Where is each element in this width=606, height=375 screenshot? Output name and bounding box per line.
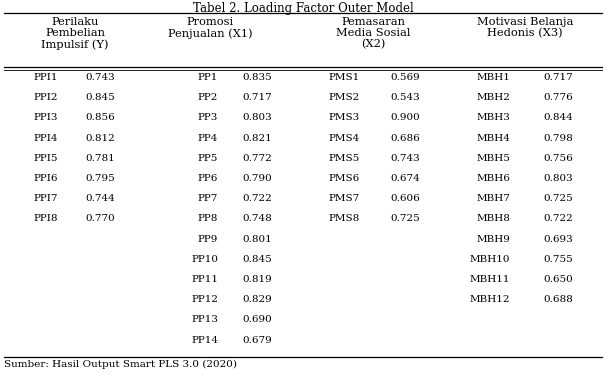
Text: PMS1: PMS1 [328,73,360,82]
Text: PMS8: PMS8 [328,214,360,223]
Text: 0.900: 0.900 [390,113,420,122]
Text: PP14: PP14 [191,336,218,345]
Text: PP12: PP12 [191,295,218,304]
Text: Hedonis (X3): Hedonis (X3) [487,28,563,38]
Text: 0.748: 0.748 [242,214,272,223]
Text: 0.772: 0.772 [242,154,272,163]
Text: MBH1: MBH1 [476,73,510,82]
Text: 0.803: 0.803 [543,174,573,183]
Text: 0.798: 0.798 [543,134,573,142]
Text: Pemasaran: Pemasaran [341,17,405,27]
Text: 0.795: 0.795 [85,174,115,183]
Text: Sumber: Hasil Output Smart PLS 3.0 (2020): Sumber: Hasil Output Smart PLS 3.0 (2020… [4,360,237,369]
Text: PP3: PP3 [198,113,218,122]
Text: 0.650: 0.650 [543,275,573,284]
Text: 0.606: 0.606 [390,194,420,203]
Text: 0.717: 0.717 [242,93,272,102]
Text: PP11: PP11 [191,275,218,284]
Text: PP4: PP4 [198,134,218,142]
Text: PMS6: PMS6 [328,174,360,183]
Text: MBH12: MBH12 [470,295,510,304]
Text: 0.781: 0.781 [85,154,115,163]
Text: 0.856: 0.856 [85,113,115,122]
Text: MBH2: MBH2 [476,93,510,102]
Text: Impulsif (Y): Impulsif (Y) [41,39,108,50]
Text: PP6: PP6 [198,174,218,183]
Text: PMS5: PMS5 [328,154,360,163]
Text: 0.686: 0.686 [390,134,420,142]
Text: PPI6: PPI6 [33,174,58,183]
Text: PPI3: PPI3 [33,113,58,122]
Text: 0.812: 0.812 [85,134,115,142]
Text: 0.569: 0.569 [390,73,420,82]
Text: 0.845: 0.845 [242,255,272,264]
Text: Media Sosial: Media Sosial [336,28,410,38]
Text: MBH9: MBH9 [476,235,510,244]
Text: Pembelian: Pembelian [45,28,105,38]
Text: PP9: PP9 [198,235,218,244]
Text: 0.835: 0.835 [242,73,272,82]
Text: 0.743: 0.743 [85,73,115,82]
Text: PP1: PP1 [198,73,218,82]
Text: 0.543: 0.543 [390,93,420,102]
Text: 0.844: 0.844 [543,113,573,122]
Text: 0.845: 0.845 [85,93,115,102]
Text: PMS3: PMS3 [328,113,360,122]
Text: PP8: PP8 [198,214,218,223]
Text: 0.690: 0.690 [242,315,272,324]
Text: MBH6: MBH6 [476,174,510,183]
Text: MBH7: MBH7 [476,194,510,203]
Text: 0.679: 0.679 [242,336,272,345]
Text: Promosi: Promosi [187,17,233,27]
Text: PPI7: PPI7 [33,194,58,203]
Text: PPI2: PPI2 [33,93,58,102]
Text: 0.693: 0.693 [543,235,573,244]
Text: Motivasi Belanja: Motivasi Belanja [477,17,573,27]
Text: MBH5: MBH5 [476,154,510,163]
Text: PMS7: PMS7 [328,194,360,203]
Text: 0.717: 0.717 [543,73,573,82]
Text: PPI5: PPI5 [33,154,58,163]
Text: PP2: PP2 [198,93,218,102]
Text: 0.776: 0.776 [543,93,573,102]
Text: PMS4: PMS4 [328,134,360,142]
Text: MBH3: MBH3 [476,113,510,122]
Text: 0.770: 0.770 [85,214,115,223]
Text: MBH11: MBH11 [470,275,510,284]
Text: 0.821: 0.821 [242,134,272,142]
Text: 0.743: 0.743 [390,154,420,163]
Text: 0.722: 0.722 [543,214,573,223]
Text: PP7: PP7 [198,194,218,203]
Text: PP10: PP10 [191,255,218,264]
Text: MBH8: MBH8 [476,214,510,223]
Text: 0.829: 0.829 [242,295,272,304]
Text: PMS2: PMS2 [328,93,360,102]
Text: PPI4: PPI4 [33,134,58,142]
Text: MBH10: MBH10 [470,255,510,264]
Text: PPI1: PPI1 [33,73,58,82]
Text: PP13: PP13 [191,315,218,324]
Text: 0.725: 0.725 [543,194,573,203]
Text: 0.674: 0.674 [390,174,420,183]
Text: Perilaku: Perilaku [52,17,99,27]
Text: (X2): (X2) [361,39,385,50]
Text: 0.688: 0.688 [543,295,573,304]
Text: 0.725: 0.725 [390,214,420,223]
Text: 0.722: 0.722 [242,194,272,203]
Text: 0.755: 0.755 [543,255,573,264]
Text: Penjualan (X1): Penjualan (X1) [168,28,252,39]
Text: PP5: PP5 [198,154,218,163]
Text: 0.819: 0.819 [242,275,272,284]
Text: MBH4: MBH4 [476,134,510,142]
Text: Tabel 2. Loading Factor Outer Model: Tabel 2. Loading Factor Outer Model [193,2,413,15]
Text: 0.801: 0.801 [242,235,272,244]
Text: 0.803: 0.803 [242,113,272,122]
Text: PPI8: PPI8 [33,214,58,223]
Text: 0.756: 0.756 [543,154,573,163]
Text: 0.790: 0.790 [242,174,272,183]
Text: 0.744: 0.744 [85,194,115,203]
